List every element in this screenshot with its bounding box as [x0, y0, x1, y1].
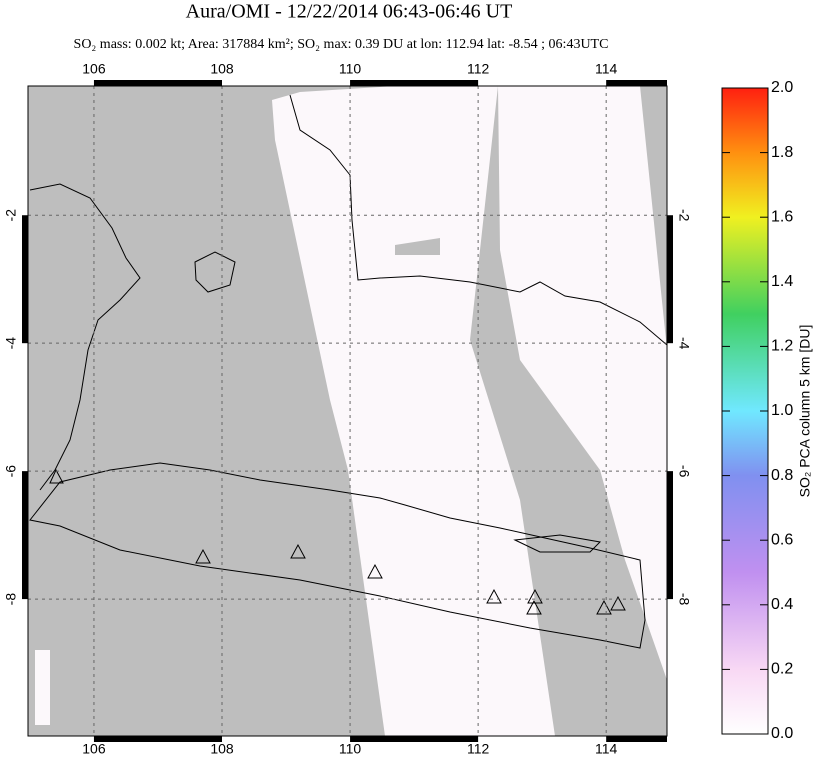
colorbar-tick-label: 1.8	[771, 144, 793, 161]
x-tick-label: 114	[595, 741, 618, 757]
x-tick-label: 112	[467, 61, 490, 77]
x-tick-label: 112	[467, 741, 490, 757]
coastline	[194, 251, 236, 293]
x-tick-label: 106	[82, 61, 106, 77]
frame-strip	[22, 215, 28, 344]
coastline	[289, 94, 667, 346]
map-frame	[27, 85, 668, 737]
frame-strip	[667, 471, 673, 600]
colorbar-tick-label: 0.2	[771, 661, 793, 678]
map-area	[28, 86, 667, 736]
frame-strip	[667, 215, 673, 344]
frame-strip	[606, 736, 667, 742]
gap	[395, 238, 440, 255]
y-tick-label: -4	[676, 337, 692, 350]
colorbar-tick-label: 0.4	[771, 596, 793, 613]
y-tick-label: -8	[3, 593, 19, 606]
y-tick-label: -6	[676, 465, 692, 478]
colorbar-tick-label: 1.2	[771, 338, 793, 355]
x-tick-label: 108	[210, 741, 234, 757]
volcanoes	[49, 468, 626, 615]
x-tick-label: 110	[339, 61, 362, 77]
frame-strip	[350, 736, 479, 742]
colorbar-tick-label: 0.0	[771, 725, 793, 742]
y-tick-label: -2	[3, 209, 19, 222]
frame-strip	[22, 471, 28, 600]
y-tick-label: -6	[3, 465, 19, 478]
frame-strip	[93, 80, 223, 86]
coastline	[29, 183, 141, 491]
swath	[498, 86, 667, 680]
colorbar-label: SO₂ PCA column 5 km [DU]	[797, 325, 813, 498]
y-tick-label: -2	[676, 209, 692, 222]
colorbar-tick-label: 1.0	[771, 402, 793, 419]
y-tick-label: -8	[676, 593, 692, 606]
x-tick-label: 106	[82, 741, 106, 757]
coastline	[513, 534, 602, 553]
colorbar-tick-label: 0.8	[771, 467, 793, 484]
colorbar-tick-label: 1.6	[771, 208, 793, 225]
swath	[35, 650, 50, 725]
x-tick-label: 114	[595, 61, 618, 77]
subtitle: SO₂ mass: 0.002 kt; Area: 317884 km²; SO…	[74, 37, 609, 52]
swath	[272, 86, 555, 736]
colorbar-tick-label: 1.4	[771, 273, 793, 290]
frame-strip	[350, 80, 479, 86]
frame-strip	[93, 736, 223, 742]
x-tick-label: 110	[339, 741, 362, 757]
frame-strip	[606, 80, 667, 86]
title: Aura/OMI - 12/22/2014 06:43-06:46 UT	[186, 1, 513, 23]
x-tick-label: 108	[210, 61, 234, 77]
colorbar-tick-label: 0.6	[771, 531, 793, 548]
coastline	[29, 462, 646, 649]
y-tick-label: -4	[3, 337, 19, 350]
colorbar-tick-label: 2.0	[771, 79, 793, 96]
